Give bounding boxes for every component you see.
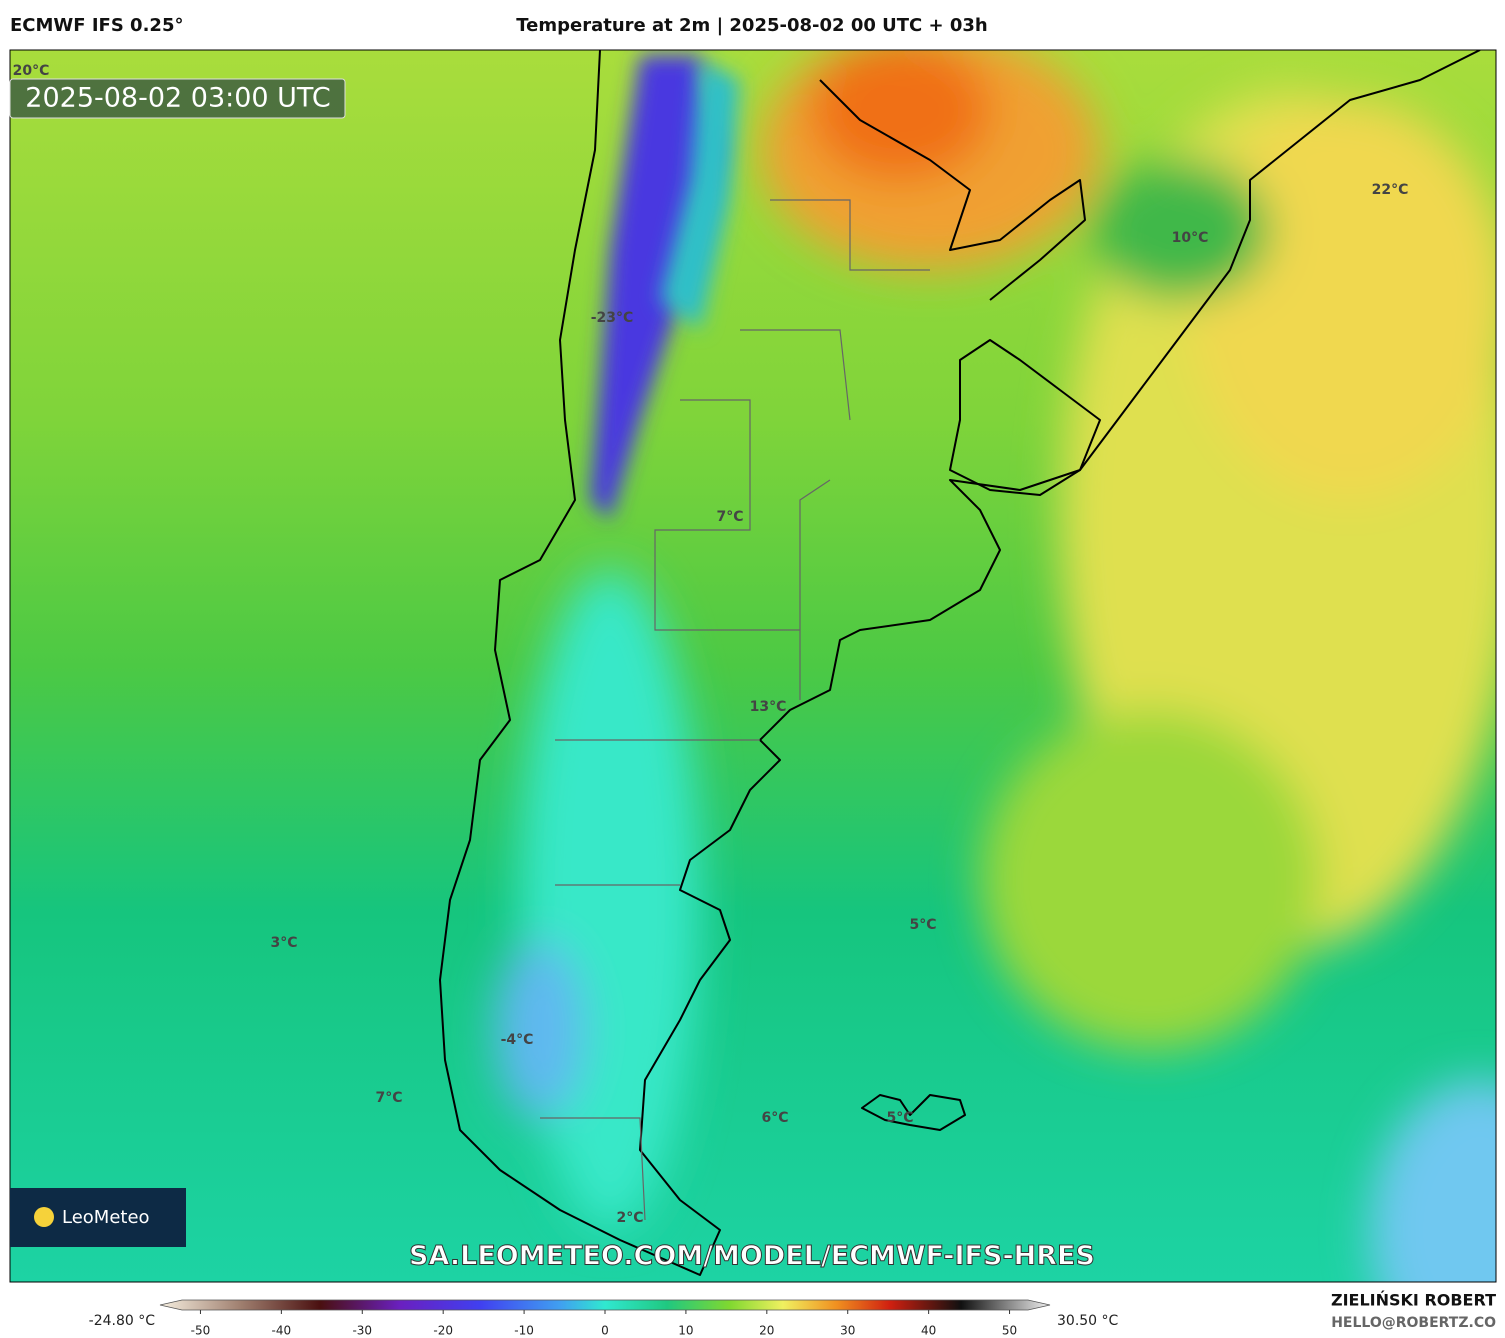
temperature-label: 5°C [886,1110,913,1126]
coastline [439,50,1481,1276]
logo-text: LeoMeteo [62,1207,150,1228]
uruguay-border [949,339,1101,496]
author: ZIELIŃSKI ROBERT [1331,1291,1496,1310]
model-name: ECMWF IFS 0.25° [10,15,183,36]
colorbar-tick-label: 10 [678,1324,693,1338]
colorbar-tick-label: -40 [272,1324,292,1338]
temperature-label: 7°C [375,1090,402,1106]
map [10,50,1496,1282]
temperature-label: 20°C [13,63,50,79]
logo-sun [34,1207,54,1227]
timestamp: 2025-08-02 03:00 UTC [25,83,330,114]
temperature-label: 6°C [761,1110,788,1126]
temperature-shading [495,50,1496,1282]
temperature-label: 10°C [1172,230,1209,246]
falklands [861,1094,966,1131]
colorbar-tick-label: 40 [921,1324,936,1338]
temperature-label: 2°C [616,1210,643,1226]
temperature-label: 7°C [716,509,743,525]
temperature-label: 3°C [270,935,297,951]
temperature-label: 13°C [750,699,787,715]
colorbar: -50 -40 -30 -20 -10 0 10 20 30 40 50 [159,1299,1051,1338]
colorbar-tick-label: -20 [433,1324,453,1338]
email: HELLO@ROBERTZ.CO [1331,1315,1496,1331]
site-url: SA.LEOMETEO.COM/MODEL/ECMWF-IFS-HRES [409,1241,1095,1272]
colorbar-tick-label: 30 [840,1324,855,1338]
andes-cool [660,60,740,330]
temperature-label: -4°C [501,1032,534,1048]
colorbar-tick-label: -50 [191,1324,211,1338]
temperature-label: 22°C [1372,182,1409,198]
andes-cold [590,55,720,520]
paraguay-border [819,79,1086,301]
province-borders [540,199,930,1221]
map-frame [9,49,1497,1283]
temperature-label: 5°C [909,917,936,933]
colorbar-bar [159,1299,1051,1311]
min-temperature: -24.80 °C [89,1313,156,1329]
map-title: Temperature at 2m | 2025-08-02 00 UTC + … [516,15,987,36]
timestamp-box [9,78,346,119]
colorbar-tick-label: -30 [352,1324,372,1338]
colorbar-tick-label: -10 [514,1324,534,1338]
colorbar-tick-label: 50 [1002,1324,1017,1338]
colorbar-tick-label: 0 [601,1324,609,1338]
map-labels: 20°C 22°C 10°C -23°C 7°C 13°C 5°C 3°C -4°C 7°C 6°C… [13,63,1409,1226]
temperature-label: -23°C [591,310,634,326]
max-temperature: 30.50 °C [1057,1313,1119,1329]
colorbar-tick-label: 20 [759,1324,774,1338]
